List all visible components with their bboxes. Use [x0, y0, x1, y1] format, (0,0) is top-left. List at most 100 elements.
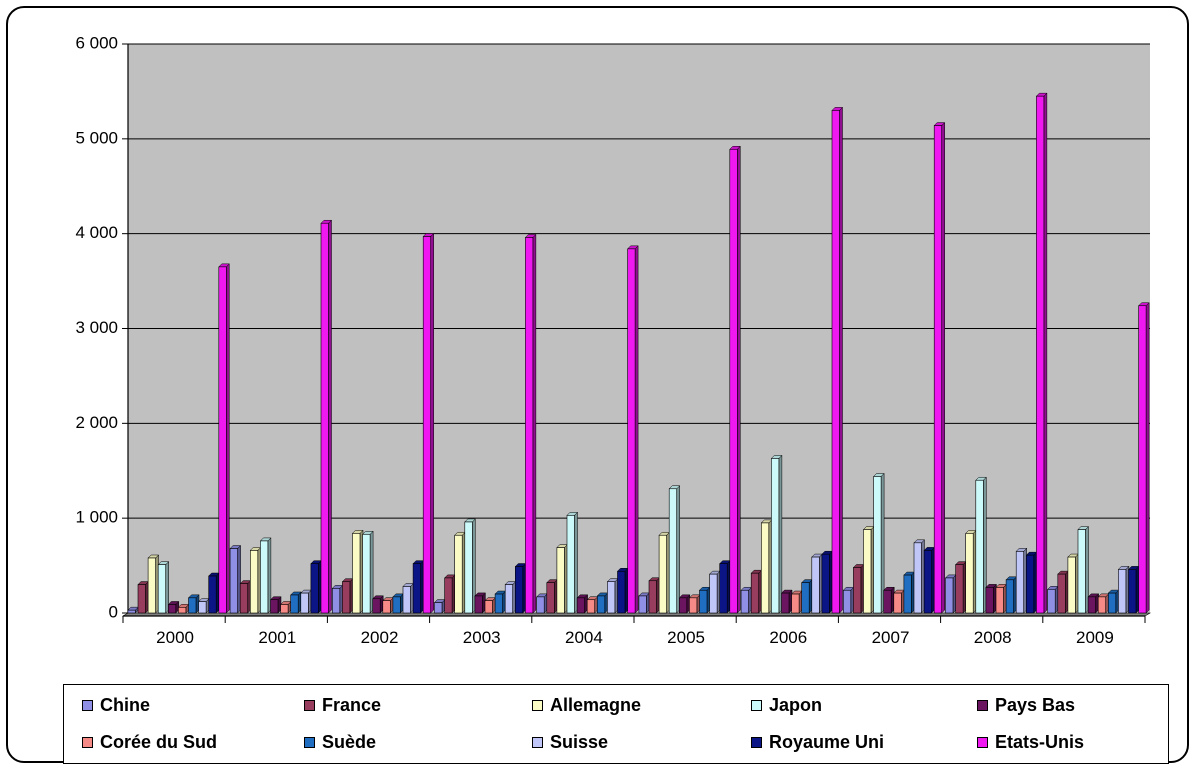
bar [1005, 579, 1014, 614]
x-tick-label: 2008 [974, 628, 1012, 647]
y-tick-label: 6 000 [75, 33, 118, 52]
legend-label: Suède [322, 731, 377, 752]
bar [198, 601, 207, 614]
bar [218, 266, 227, 614]
bar-side [839, 106, 843, 614]
legend-label: Suisse [550, 731, 609, 752]
legend-swatch [977, 699, 988, 711]
bar [709, 573, 718, 614]
y-tick-label: 0 [109, 602, 118, 621]
legend-item: Etats-Unis [977, 731, 1084, 753]
bar [1067, 556, 1076, 614]
bar [658, 534, 667, 614]
bar [444, 577, 453, 614]
bar [1036, 95, 1045, 614]
legend-item: Pays Bas [977, 694, 1075, 716]
bar [147, 557, 156, 614]
bar [1097, 596, 1106, 614]
bar [250, 550, 259, 614]
bar [668, 488, 678, 614]
x-tick-label: 2001 [258, 628, 296, 647]
bar [342, 581, 351, 614]
bar [1087, 596, 1096, 614]
bar [290, 594, 299, 614]
bar [239, 583, 248, 614]
bar [678, 597, 688, 614]
bar [412, 563, 421, 614]
bar [883, 589, 892, 614]
legend-item: Suisse [532, 731, 608, 753]
bar [310, 563, 319, 614]
bar [576, 597, 585, 614]
bar [729, 148, 738, 614]
bar [923, 550, 932, 614]
bar [260, 540, 269, 614]
legend-label: Japon [769, 694, 823, 715]
bar [791, 593, 800, 614]
x-tick-label: 2003 [463, 628, 501, 647]
legend-label: Royaume Uni [769, 731, 885, 752]
bar [1026, 554, 1035, 614]
bar [514, 566, 524, 614]
x-tick-label: 2009 [1076, 628, 1114, 647]
bar-side [532, 233, 537, 614]
bar [1047, 588, 1056, 614]
bar [525, 237, 534, 614]
legend-item: Royaume Uni [751, 731, 884, 753]
bar [362, 533, 371, 614]
bar [985, 587, 994, 614]
bar [434, 602, 443, 614]
legend-label: Pays Bas [995, 694, 1076, 715]
bar [760, 522, 770, 614]
bar-side [226, 263, 230, 614]
bar [1057, 573, 1066, 614]
bar [955, 564, 964, 614]
bar [494, 593, 503, 614]
legend-item: Suède [304, 731, 376, 753]
bar [372, 598, 381, 614]
bar [617, 570, 626, 614]
bar-side [737, 145, 741, 614]
bar [137, 584, 146, 614]
y-tick-label: 5 000 [75, 128, 118, 147]
bar [280, 604, 289, 614]
bar [586, 599, 596, 614]
legend-swatch [751, 699, 762, 711]
bar [719, 563, 728, 614]
bar [208, 575, 217, 614]
bar [188, 597, 197, 614]
legend-swatch [532, 736, 543, 748]
bar [903, 574, 912, 614]
bar-side [941, 121, 945, 614]
y-tick-label: 3 000 [75, 318, 118, 337]
bar [474, 595, 483, 614]
bar [873, 476, 882, 614]
bar-side [778, 454, 783, 614]
bar [454, 534, 463, 614]
legend-swatch [751, 736, 762, 748]
bar [484, 600, 493, 614]
bar [821, 553, 830, 614]
bar-side [634, 245, 639, 614]
bar [464, 521, 473, 614]
x-tick-label: 2007 [872, 628, 910, 647]
bar [546, 582, 555, 614]
bar [422, 236, 432, 614]
bar [863, 529, 872, 614]
legend-label: Allemagne [550, 694, 642, 715]
bar [504, 584, 514, 614]
bar [933, 125, 943, 614]
bar [913, 542, 922, 614]
x-tick-label: 2000 [156, 628, 194, 647]
bar [781, 592, 790, 614]
bar [127, 609, 136, 614]
x-tick-label: 2002 [361, 628, 399, 647]
bar [1138, 305, 1147, 614]
y-tick-label: 1 000 [75, 508, 118, 527]
bar [1108, 592, 1117, 614]
bar [157, 564, 166, 614]
bar [402, 586, 411, 614]
bar [995, 587, 1004, 614]
bar [893, 592, 902, 614]
bar [627, 248, 636, 614]
